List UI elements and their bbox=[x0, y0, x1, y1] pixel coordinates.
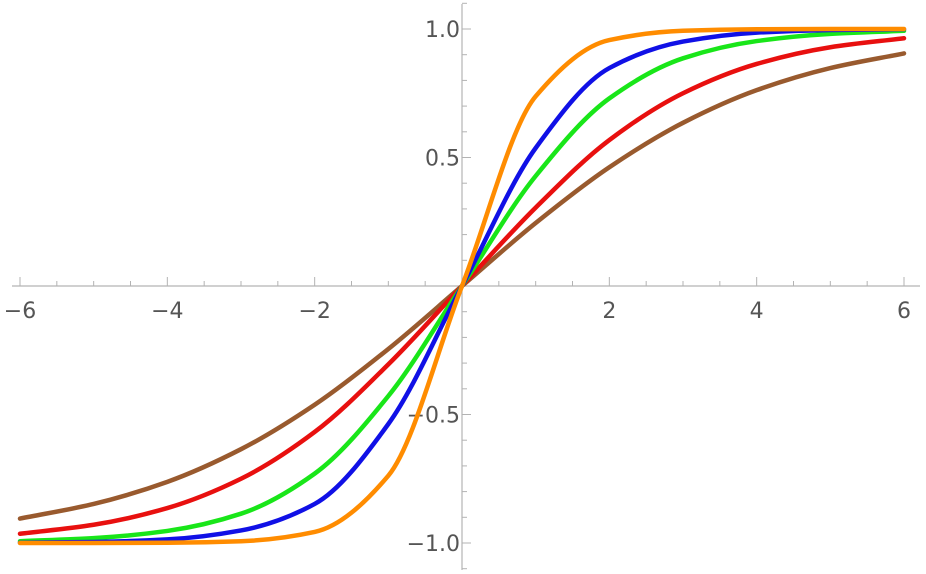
x-tick-label: 2 bbox=[602, 299, 616, 324]
y-tick-label: 0.5 bbox=[425, 147, 460, 172]
x-tick-label: −4 bbox=[151, 299, 183, 324]
x-tick-label: −6 bbox=[4, 299, 36, 324]
y-tick-labels: 1.0 0.5 −0.5 −1.0 bbox=[407, 18, 460, 557]
y-tick-label: −1.0 bbox=[407, 532, 460, 557]
x-tick-label: 6 bbox=[897, 299, 911, 324]
minor-ticks bbox=[19, 2, 905, 570]
series-curves bbox=[17, 26, 907, 546]
series-line-5 bbox=[17, 26, 907, 546]
y-tick-label: 1.0 bbox=[425, 18, 460, 43]
axes bbox=[12, 4, 920, 570]
x-tick-labels: −6 −4 −2 2 4 6 bbox=[4, 299, 911, 324]
x-tick-label: −2 bbox=[298, 299, 330, 324]
x-tick-label: 4 bbox=[750, 299, 764, 324]
